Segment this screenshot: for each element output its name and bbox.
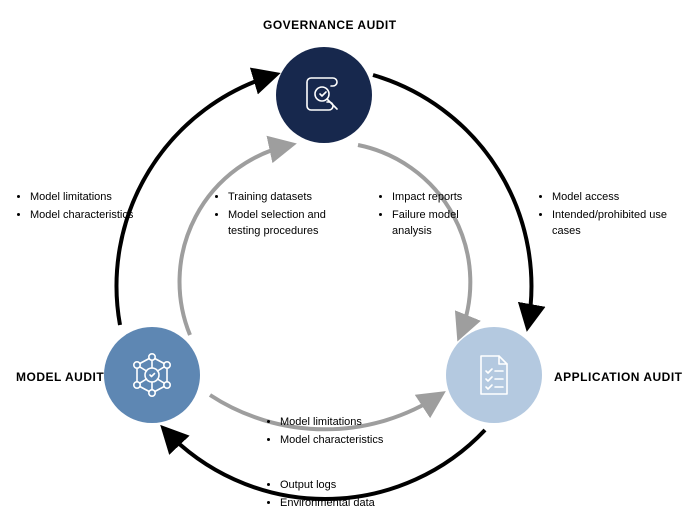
bullet-item: Model characteristics <box>30 208 158 224</box>
bullet-item: Model selection and testing procedures <box>228 208 346 240</box>
bullet-item: Intended/prohibited use cases <box>552 208 670 240</box>
application-audit-title: APPLICATION AUDIT <box>554 370 683 384</box>
scroll-magnifier-icon <box>295 66 353 124</box>
outer-left-bullets: Model limitations Model characteristics <box>18 190 158 226</box>
bullet-item: Model limitations <box>30 190 158 206</box>
network-icon <box>122 345 182 405</box>
model-audit-node <box>104 327 200 423</box>
model-audit-title: MODEL AUDIT <box>16 370 104 384</box>
bullet-item: Model limitations <box>280 415 418 431</box>
bullet-item: Environmental data <box>280 496 418 512</box>
outer-right-bullets: Model access Intended/prohibited use case… <box>540 190 670 242</box>
governance-audit-title: GOVERNANCE AUDIT <box>263 18 397 32</box>
bullet-item: Impact reports <box>392 190 490 206</box>
inner-bottom-bullets: Model limitations Model characteristics <box>268 415 418 451</box>
inner-left-bullets: Training datasets Model selection and tes… <box>216 190 346 242</box>
bullet-item: Model access <box>552 190 670 206</box>
audit-cycle-diagram: GOVERNANCE AUDIT <box>0 0 685 517</box>
inner-arrows <box>180 145 471 429</box>
governance-audit-node <box>276 47 372 143</box>
application-audit-node <box>446 327 542 423</box>
outer-bottom-bullets: Output logs Environmental data <box>268 478 418 514</box>
checklist-icon <box>469 346 519 404</box>
bullet-item: Training datasets <box>228 190 346 206</box>
bullet-item: Output logs <box>280 478 418 494</box>
inner-right-bullets: Impact reports Failure model analysis <box>380 190 490 242</box>
bullet-item: Model characteristics <box>280 433 418 449</box>
bullet-item: Failure model analysis <box>392 208 490 240</box>
